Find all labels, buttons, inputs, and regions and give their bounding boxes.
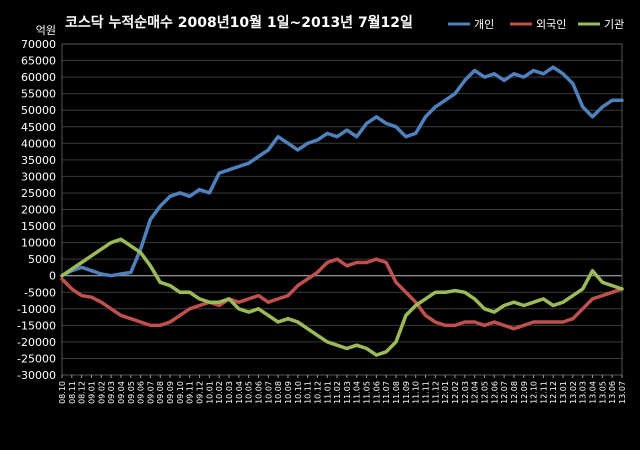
y-tick-label: 30000	[21, 170, 56, 183]
x-tick-label: 10.07	[264, 381, 273, 404]
x-tick-label: 10.02	[215, 381, 224, 404]
x-tick-label: 09.02	[97, 381, 106, 404]
x-tick-label: 13.07	[618, 381, 627, 404]
legend-label: 개인	[474, 18, 494, 31]
y-tick-label: -30000	[17, 369, 56, 382]
x-tick-label: 13.03	[579, 381, 588, 404]
x-tick-label: 13.01	[559, 381, 568, 404]
x-tick-label: 12.04	[471, 381, 480, 404]
x-tick-label: 12.03	[461, 381, 470, 404]
x-tick-label: 09.10	[176, 381, 185, 404]
x-tick-label: 12.09	[520, 381, 529, 404]
x-tick-label: 09.12	[196, 381, 205, 404]
x-tick-label: 12.02	[451, 381, 460, 404]
plot-area-border	[61, 43, 623, 376]
y-axis: -30000 -25000 -20000 -15000 -10000 -5000 0 5000…	[17, 38, 56, 382]
x-tick-label: 13.02	[569, 381, 578, 404]
x-tick-label: 11.05	[363, 381, 372, 404]
x-tick-label: 12.01	[441, 381, 450, 404]
y-tick-label: 5000	[28, 253, 56, 266]
y-tick-label: -25000	[17, 352, 56, 365]
x-tick-label: 12.08	[510, 381, 519, 404]
x-tick-label: 11.11	[422, 381, 431, 404]
series-line-1	[60, 257, 624, 331]
x-tick-label: 10.09	[284, 381, 293, 404]
x-tick-label: 11.02	[333, 381, 342, 404]
x-tick-label: 08.10	[58, 381, 67, 404]
y-tick-label: -10000	[17, 303, 56, 316]
x-tick-label: 10.11	[304, 381, 313, 404]
y-tick-label: 25000	[21, 187, 56, 200]
y-tick-label: 35000	[21, 154, 56, 167]
x-tick-label: 11.10	[412, 381, 421, 404]
x-tick-label: 11.01	[323, 381, 332, 404]
x-tick-label: 10.10	[294, 381, 303, 404]
x-tick-label: 13.05	[598, 381, 607, 404]
y-tick-label: 10000	[21, 237, 56, 250]
x-tick-label: 11.03	[343, 381, 352, 404]
x-tick-label: 09.08	[156, 381, 165, 404]
gridlines	[61, 43, 623, 376]
legend: 개인 외국인 기관	[448, 18, 624, 31]
y-tick-label: 20000	[21, 204, 56, 217]
y-tick-label: 55000	[21, 88, 56, 101]
x-tick-label: 11.12	[431, 381, 440, 404]
y-unit-label: 억원	[36, 24, 56, 37]
x-tick-label: 09.01	[87, 381, 96, 404]
x-tick-label: 10.08	[274, 381, 283, 404]
y-tick-label: 0	[49, 270, 56, 283]
x-tick-label: 12.11	[539, 381, 548, 404]
legend-label: 기관	[604, 18, 624, 31]
x-tick-label: 10.05	[245, 381, 254, 404]
x-tick-label: 12.07	[500, 381, 509, 404]
x-tick-label: 12.06	[490, 381, 499, 404]
chart-title: 코스닥 누적순매수 2008년10월 1일~2013년 7월12일	[65, 14, 413, 31]
x-tick-label: 09.06	[137, 381, 146, 404]
x-tick-label: 12.05	[480, 381, 489, 404]
x-tick-label: 12.10	[530, 381, 539, 404]
x-tick-label: 13.06	[608, 381, 617, 404]
x-tick-label: 10.03	[225, 381, 234, 404]
x-tick-label: 11.04	[353, 381, 362, 404]
legend-label: 외국인	[536, 18, 566, 31]
y-tick-label: 65000	[21, 55, 56, 68]
y-tick-label: 50000	[21, 104, 56, 117]
x-tick-label: 10.04	[235, 381, 244, 404]
x-tick-label: 09.05	[127, 381, 136, 404]
y-tick-label: 60000	[21, 71, 56, 84]
x-tick-label: 11.07	[382, 381, 391, 404]
x-tick-label: 10.06	[254, 381, 263, 404]
y-tick-label: -5000	[24, 286, 56, 299]
x-axis: 08.10 08.11 08.12 09.01 09.02 09.03 09.04 09.05…	[58, 375, 627, 404]
y-tick-label: 15000	[21, 220, 56, 233]
x-tick-label: 10.01	[205, 381, 214, 404]
series-line-2	[60, 237, 624, 357]
y-tick-label: -15000	[17, 319, 56, 332]
x-tick-label: 09.03	[107, 381, 116, 404]
x-tick-label: 11.06	[372, 381, 381, 404]
x-tick-label: 09.07	[146, 381, 155, 404]
y-tick-label: 40000	[21, 137, 56, 150]
x-tick-label: 11.09	[402, 381, 411, 404]
x-tick-label: 08.11	[68, 381, 77, 404]
y-tick-label: -20000	[17, 336, 56, 349]
x-tick-label: 09.11	[186, 381, 195, 404]
x-tick-label: 09.04	[117, 381, 126, 404]
x-tick-label: 10.12	[313, 381, 322, 404]
x-tick-label: 08.12	[78, 381, 87, 404]
series-lines	[60, 65, 624, 357]
series-line-0	[60, 65, 624, 278]
y-tick-label: 70000	[21, 38, 56, 51]
x-tick-label: 12.12	[549, 381, 558, 404]
x-tick-label: 13.04	[589, 381, 598, 404]
y-tick-label: 45000	[21, 121, 56, 134]
x-tick-label: 11.08	[392, 381, 401, 404]
x-tick-label: 09.09	[166, 381, 175, 404]
